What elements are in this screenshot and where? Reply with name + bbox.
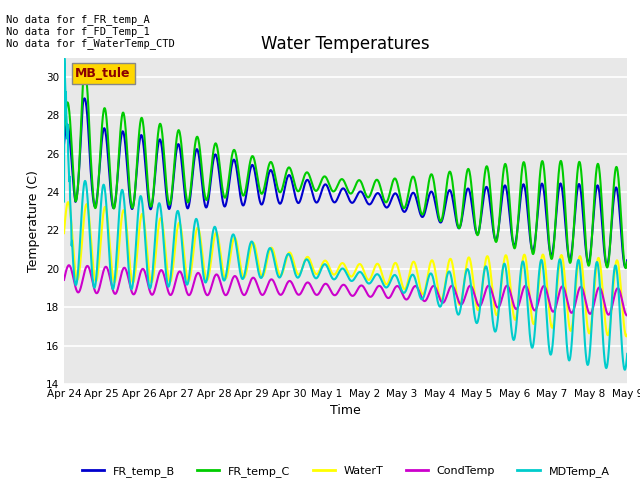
X-axis label: Time: Time bbox=[330, 405, 361, 418]
Text: No data for f_FR_temp_A: No data for f_FR_temp_A bbox=[6, 14, 150, 25]
Text: MB_tule: MB_tule bbox=[76, 67, 131, 80]
Text: No data for f_FD_Temp_1: No data for f_FD_Temp_1 bbox=[6, 26, 150, 37]
Y-axis label: Temperature (C): Temperature (C) bbox=[28, 170, 40, 272]
Title: Water Temperatures: Water Temperatures bbox=[261, 35, 430, 53]
Text: No data for f_WaterTemp_CTD: No data for f_WaterTemp_CTD bbox=[6, 38, 175, 49]
Legend: FR_temp_B, FR_temp_C, WaterT, CondTemp, MDTemp_A: FR_temp_B, FR_temp_C, WaterT, CondTemp, … bbox=[77, 461, 614, 480]
